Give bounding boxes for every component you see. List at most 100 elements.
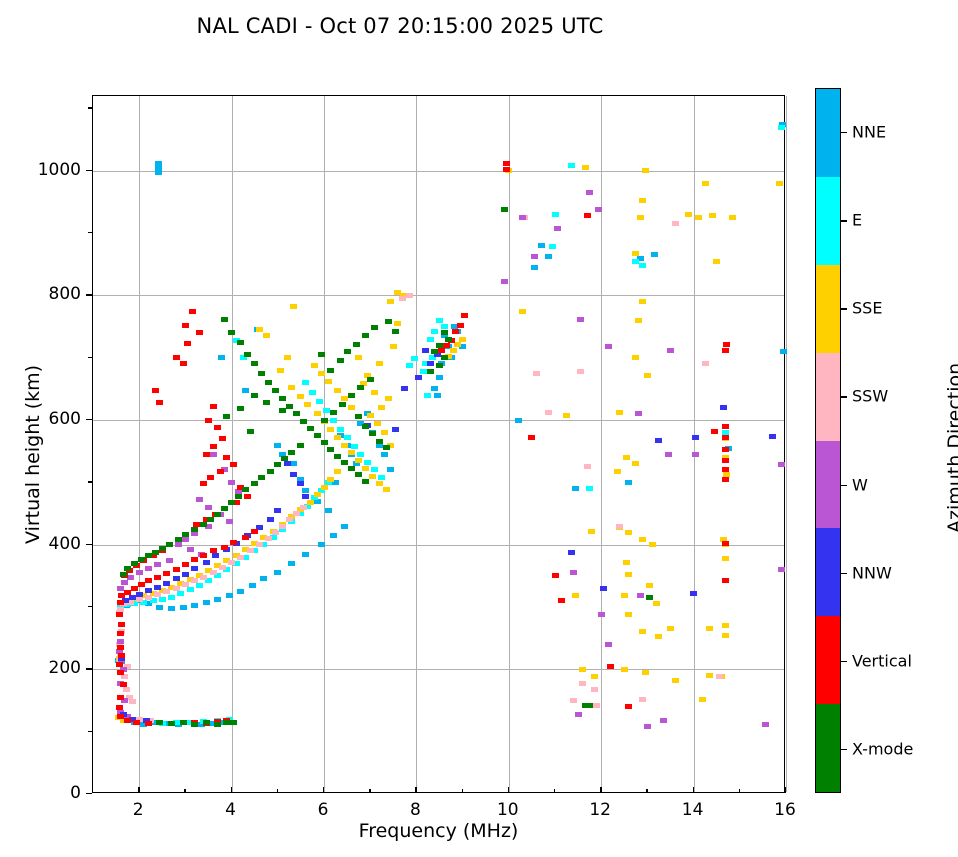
data-point [590,686,598,692]
azimuth-colorbar[interactable] [815,88,841,793]
data-point [127,599,135,605]
colorbar-segment-nnw[interactable] [816,528,840,617]
data-point [664,451,672,457]
colorbar-segment-x-mode[interactable] [816,704,840,792]
data-point [625,479,633,485]
data-point [600,585,607,591]
data-point [149,553,157,559]
data-point [200,574,208,580]
colorbar-segment-e[interactable] [816,176,840,265]
data-point [780,349,788,355]
data-point [313,498,321,504]
data-point [274,570,282,576]
data-point [241,547,249,553]
data-point [519,215,527,221]
data-point [221,506,229,512]
colorbar-segment-vertical[interactable] [816,616,840,705]
data-point [214,563,222,569]
data-point [232,338,240,344]
gridline-horizontal [93,295,784,297]
data-point [297,481,305,487]
data-point [117,603,125,609]
data-point [380,451,388,457]
data-point [117,645,125,651]
colorbar-segment-nne[interactable] [816,89,840,177]
y-axis-tick [86,294,92,296]
data-point [366,377,374,383]
data-point [327,476,335,482]
data-point [128,716,136,722]
data-point [318,542,326,548]
data-point [722,435,730,441]
data-point [692,451,700,457]
y-axis-tick-label: 800 [48,284,81,305]
data-point [777,462,785,468]
data-point [225,593,233,599]
data-point [348,449,356,455]
data-point [117,599,125,605]
data-point [116,705,124,711]
data-point [387,467,395,473]
data-point [158,597,166,603]
colorbar-segment-w[interactable] [816,440,840,529]
x-axis-tick [323,787,325,793]
data-point [325,507,333,513]
x-axis-tick [230,787,232,793]
data-point [297,442,305,448]
data-point [135,716,143,722]
data-point [567,163,575,169]
data-point [401,386,409,392]
data-point [433,392,441,398]
data-point [191,578,199,584]
data-point [278,408,286,414]
data-point [258,474,266,480]
data-point [671,678,679,684]
colorbar-label-nnw: NNW [852,563,892,583]
data-point [118,593,126,599]
data-point [260,534,268,540]
y-axis-tick [86,793,92,795]
data-point [186,587,194,593]
data-point [436,317,443,323]
data-point [336,358,344,364]
colorbar-segment-sse[interactable] [816,264,840,353]
data-point [142,717,150,723]
data-point [181,562,189,568]
data-point [583,464,591,470]
data-point [311,362,319,368]
data-point [205,417,212,423]
data-point [586,703,594,708]
data-point [179,361,187,367]
data-point [387,299,395,305]
data-point [586,190,594,196]
data-point [223,558,231,564]
data-point [297,476,305,482]
data-point [202,599,210,605]
data-point [369,473,376,479]
data-point [362,333,370,339]
data-point [715,674,723,680]
data-point [424,392,432,398]
data-point [158,587,166,593]
data-point [329,410,337,416]
data-point [211,553,219,559]
y-axis-minor-tick [88,356,92,359]
y-axis-tick-label: 1000 [37,159,81,180]
data-point [302,551,310,557]
gridline-vertical [416,96,418,792]
data-point [366,412,374,418]
data-point [721,632,729,638]
data-point [375,361,383,367]
colorbar-label-sse: SSE [852,298,883,318]
data-point [237,339,245,345]
data-point [378,474,386,480]
data-point [174,542,182,548]
data-point [281,456,289,462]
data-point [241,554,249,560]
data-point [172,719,180,725]
data-point [154,574,162,580]
data-point [149,598,157,604]
data-point [223,719,231,725]
x-axis-tick-label: 16 [774,800,796,820]
colorbar-segment-ssw[interactable] [816,352,840,441]
